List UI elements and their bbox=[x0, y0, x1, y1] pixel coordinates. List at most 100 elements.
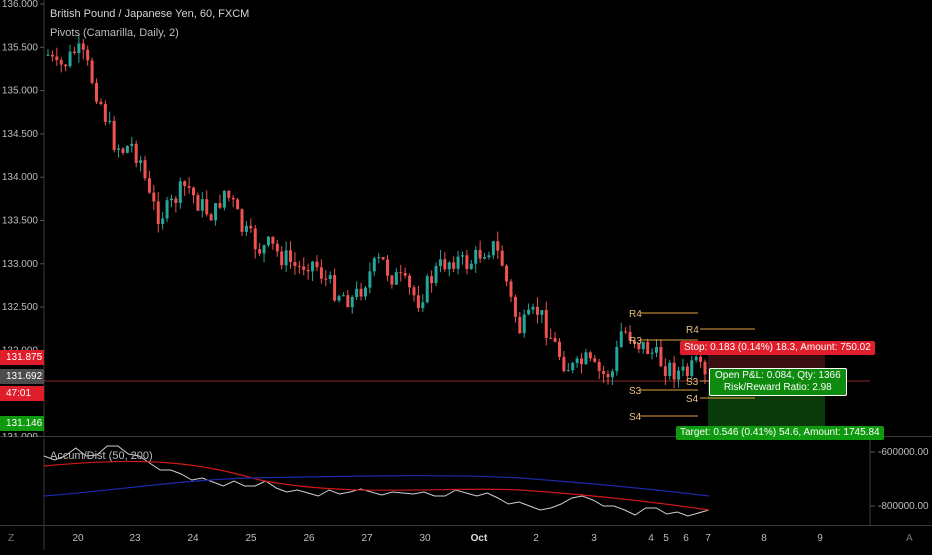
candle-body bbox=[474, 249, 478, 264]
candle-body bbox=[535, 306, 539, 315]
candle-body bbox=[240, 209, 244, 232]
candle-body bbox=[412, 287, 416, 296]
candle-body bbox=[522, 314, 526, 334]
indicator-axis-label: -800000.00 bbox=[878, 501, 929, 512]
date-axis-label: Oct bbox=[471, 533, 488, 544]
date-axis-label: 23 bbox=[129, 533, 141, 544]
stop-loss-label[interactable]: Stop: 0.183 (0.14%) 18.3, Amount: 750.02 bbox=[680, 341, 875, 355]
accum-dist-label[interactable]: Accum/Dist (50, 200) bbox=[50, 450, 153, 462]
candle-body bbox=[690, 360, 694, 377]
candle-body bbox=[496, 241, 500, 251]
date-axis-svg[interactable]: 20 23 24 25 26 27 30 Oct 2 3 4 5 6 7 8 9 bbox=[0, 526, 932, 550]
candle-body bbox=[659, 346, 663, 367]
candle-body bbox=[527, 309, 531, 315]
accum-dist-ma-fast bbox=[43, 460, 710, 511]
candle-body bbox=[403, 273, 407, 276]
candle-body bbox=[377, 257, 381, 259]
price-axis-label: 132.500 bbox=[2, 302, 39, 313]
candle-body bbox=[610, 371, 614, 378]
candle-body bbox=[606, 374, 610, 378]
candle-body bbox=[271, 236, 275, 244]
pivot-label: S4 bbox=[686, 394, 699, 405]
candle-body bbox=[86, 49, 90, 61]
candle-body bbox=[443, 259, 447, 270]
candle-body bbox=[425, 276, 429, 303]
date-axis[interactable]: 20 23 24 25 26 27 30 Oct 2 3 4 5 6 7 8 9 bbox=[0, 526, 932, 550]
pivot-label: R4 bbox=[686, 325, 699, 336]
candle-body bbox=[487, 255, 491, 258]
candle-body bbox=[196, 195, 200, 211]
candle-body bbox=[72, 51, 76, 54]
candle-body bbox=[99, 101, 103, 104]
candle-body bbox=[540, 310, 544, 315]
candle-body bbox=[588, 352, 592, 359]
candle-body bbox=[130, 143, 134, 147]
candle-body bbox=[81, 43, 85, 50]
candle-body bbox=[289, 250, 293, 263]
candle-body bbox=[77, 43, 81, 54]
candle-body bbox=[50, 54, 54, 57]
candle-body bbox=[681, 366, 685, 371]
candle-body bbox=[112, 120, 116, 150]
candle-body bbox=[566, 370, 570, 372]
candle-body bbox=[390, 275, 394, 285]
candle-body bbox=[284, 250, 288, 266]
candle-body bbox=[174, 198, 178, 203]
pivot-label: R4 bbox=[629, 309, 642, 320]
candle-body bbox=[68, 51, 72, 67]
candle-body bbox=[227, 190, 231, 198]
candle-body bbox=[646, 341, 650, 354]
timezone-icon[interactable]: Z bbox=[8, 533, 15, 544]
candle-body bbox=[434, 266, 438, 284]
accum-dist-svg[interactable]: -600000.00 -800000.00 bbox=[0, 438, 932, 526]
candle-body bbox=[518, 316, 522, 334]
open-pnl-box[interactable]: Open P&L: 0.084, Qty: 1366 Risk/Reward R… bbox=[709, 368, 847, 396]
candle-body bbox=[121, 148, 125, 153]
candle-body bbox=[302, 266, 306, 270]
accum-dist-pane[interactable]: -600000.00 -800000.00 bbox=[0, 438, 932, 526]
candle-body bbox=[663, 366, 667, 376]
candle-body bbox=[632, 340, 636, 344]
take-profit-label[interactable]: Target: 0.546 (0.41%) 54.6, Amount: 1745… bbox=[676, 426, 884, 440]
candle-body bbox=[139, 160, 143, 163]
auto-scale-icon[interactable]: A bbox=[906, 533, 913, 544]
current-price-tag: 131.692 bbox=[0, 369, 44, 384]
candle-body bbox=[465, 255, 469, 270]
candle-body bbox=[297, 265, 301, 267]
stop-price-tag: 131.875 bbox=[0, 350, 44, 365]
candle-body bbox=[200, 199, 204, 211]
date-axis-label: 30 bbox=[419, 533, 431, 544]
candle-body bbox=[59, 60, 63, 65]
candle-body bbox=[637, 343, 641, 350]
candle-body bbox=[447, 262, 451, 270]
candle-body bbox=[421, 302, 425, 309]
bar-countdown-tag: 47:01 bbox=[0, 386, 44, 401]
price-axis-label: 131.000 bbox=[2, 432, 39, 437]
candle-body bbox=[218, 203, 222, 208]
candle-body bbox=[293, 262, 297, 266]
candle-body bbox=[280, 251, 284, 266]
price-axis-label: 135.000 bbox=[2, 86, 39, 97]
pivots-indicator-label[interactable]: Pivots (Camarilla, Daily, 2) bbox=[50, 27, 179, 39]
candle-body bbox=[399, 272, 403, 274]
accum-dist-line bbox=[43, 445, 710, 517]
candle-body bbox=[205, 199, 209, 215]
price-axis-label: 133.500 bbox=[2, 216, 39, 227]
candle-body bbox=[483, 257, 487, 259]
candle-body bbox=[266, 236, 270, 246]
date-axis-label: 26 bbox=[303, 533, 315, 544]
candle-body bbox=[602, 370, 606, 375]
date-axis-label: 24 bbox=[187, 533, 199, 544]
candle-body bbox=[677, 370, 681, 380]
candle-body bbox=[597, 361, 601, 371]
candle-body bbox=[368, 271, 372, 288]
candle-body bbox=[575, 358, 579, 363]
candle-body bbox=[668, 362, 672, 376]
candle-body bbox=[55, 56, 59, 61]
candle-body bbox=[328, 275, 332, 279]
candle-body bbox=[64, 64, 68, 67]
pivot-label: S4 bbox=[629, 412, 642, 423]
candle-body bbox=[509, 281, 513, 297]
candle-body bbox=[117, 148, 121, 150]
target-price-tag: 131.146 bbox=[0, 416, 44, 431]
